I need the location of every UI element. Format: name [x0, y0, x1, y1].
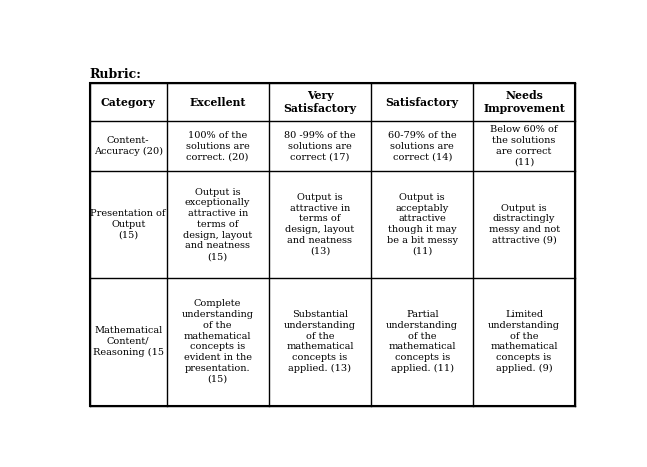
Text: Needs
Improvement: Needs Improvement [483, 90, 565, 114]
Text: Content-
Accuracy (20): Content- Accuracy (20) [94, 136, 162, 156]
Text: Very
Satisfactory: Very Satisfactory [283, 90, 356, 114]
Text: Output is
distractingly
messy and not
attractive (9): Output is distractingly messy and not at… [488, 204, 560, 245]
Text: Presentation of
Output
(15): Presentation of Output (15) [91, 209, 166, 240]
Text: Category: Category [101, 97, 156, 107]
Text: 60-79% of the
solutions are
correct (14): 60-79% of the solutions are correct (14) [388, 131, 457, 161]
Text: Complete
understanding
of the
mathematical
concepts is
evident in the
presentati: Complete understanding of the mathematic… [182, 299, 254, 384]
Text: Output is
exceptionally
attractive in
terms of
design, layout
and neatness
(15): Output is exceptionally attractive in te… [183, 188, 252, 261]
Text: Output is
attractive in
terms of
design, layout
and neatness
(13): Output is attractive in terms of design,… [285, 193, 355, 255]
Text: 80 -99% of the
solutions are
correct (17): 80 -99% of the solutions are correct (17… [284, 131, 356, 161]
Text: 100% of the
solutions are
correct. (20): 100% of the solutions are correct. (20) [186, 131, 250, 161]
Text: Partial
understanding
of the
mathematical
concepts is
applied. (11): Partial understanding of the mathematica… [386, 310, 458, 373]
Text: Output is
acceptably
attractive
though it may
be a bit messy
(11): Output is acceptably attractive though i… [387, 193, 458, 255]
Text: Rubric:: Rubric: [90, 68, 142, 80]
Text: Below 60% of
the solutions
are correct
(11): Below 60% of the solutions are correct (… [490, 126, 558, 167]
Text: Mathematical
Content/
Reasoning (15: Mathematical Content/ Reasoning (15 [93, 326, 164, 357]
Text: Substantial
understanding
of the
mathematical
concepts is
applied. (13): Substantial understanding of the mathema… [284, 310, 356, 373]
Text: Excellent: Excellent [190, 97, 246, 107]
Bar [90, 83, 575, 405]
Text: Satisfactory: Satisfactory [386, 97, 459, 107]
Text: Limited
understanding
of the
mathematical
concepts is
applied. (9): Limited understanding of the mathematica… [488, 310, 560, 373]
